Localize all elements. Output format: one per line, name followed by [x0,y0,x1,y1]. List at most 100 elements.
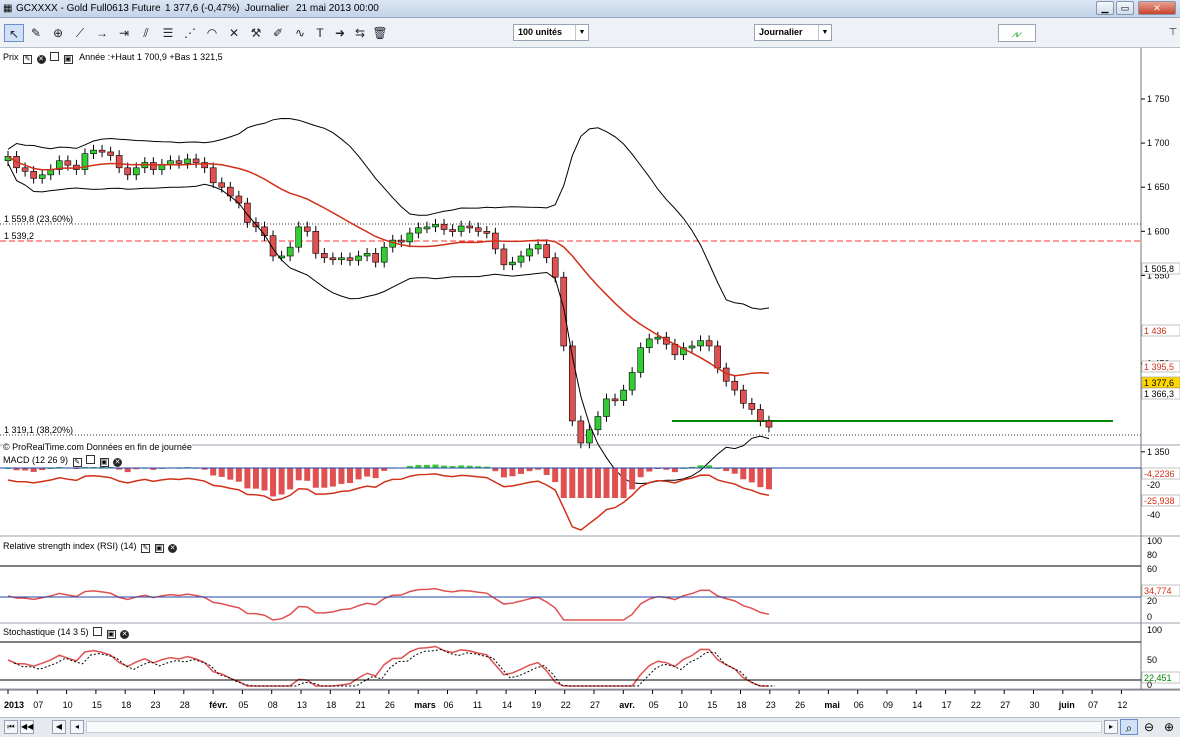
scroll-left-icon[interactable]: ◂ [70,720,84,734]
wave-tool-icon[interactable]: ∿ [294,26,306,40]
candle-body [594,416,602,431]
vertical-line-tool-icon[interactable]: ⇥ [118,26,130,40]
candle-body [415,227,422,234]
candle-body [474,227,482,232]
measure-tool-icon[interactable]: ✎ [30,26,42,40]
macd-histogram-bar [423,464,430,468]
scroll-track[interactable] [86,721,1102,733]
settings-icon[interactable]: ▣ [99,458,109,467]
chart-area[interactable]: 1 559,8 (23,60%) 1 539,2 1 319,1 (38,20%) … [0,48,1180,717]
candle-body [55,160,63,170]
candle-body [175,160,183,164]
rsi-line [7,587,770,621]
chart-style-icon[interactable]: ⩘⩗ [998,24,1036,42]
units-select-value: 100 unités [518,27,563,37]
price-tick-label: 1 650 [1147,182,1170,192]
move-tool-icon[interactable]: ⇆ [354,26,366,40]
window-icon[interactable] [93,627,103,636]
first-page-icon[interactable]: ⏮ [4,720,18,734]
candle-body [654,336,662,340]
rsi-title-text: Relative strength index (RSI) (14) [3,541,137,551]
window-icon[interactable] [50,52,60,61]
macd-histogram-bar [526,468,533,472]
candle-body [637,347,645,373]
macd-histogram-bar [347,468,353,484]
period-select[interactable]: Journalier ▼ [754,24,832,41]
period-select-value: Journalier [759,27,803,37]
zoom-in-icon[interactable]: ⊕ [1163,720,1175,734]
units-select[interactable]: 100 unités ▼ [513,24,589,41]
trendline-tool-icon[interactable]: ⟋ [75,26,85,40]
close-panel-icon[interactable]: ✕ [120,630,130,639]
wrench-icon[interactable]: ✎ [23,55,33,64]
macd-histogram-bar [543,468,550,475]
chart-canvas[interactable]: 1 559,8 (23,60%)1 539,21 319,1 (38,20%) … [0,48,1180,717]
close-icon[interactable]: ✕ [1138,1,1176,15]
macd-histogram-bar [364,468,371,477]
zoom-fit-icon[interactable]: ⌕ [1120,719,1138,735]
zoom-tool-icon[interactable]: ⊕ [52,26,64,40]
close-panel-icon[interactable]: ✕ [113,458,123,467]
prev-page-icon[interactable]: ◀◀ [20,720,34,734]
candle-body [466,225,474,229]
trash-tool-icon[interactable]: 🗑 [372,26,388,40]
low-tag: 1 366,3 [1144,389,1174,399]
macd-histogram-bar [270,468,277,497]
pin-icon[interactable]: ⊤ [1168,27,1178,38]
source-text: © ProRealTime.com Données en fin de jour… [3,442,192,452]
window-icon[interactable] [86,455,96,464]
arrow-tool-icon[interactable]: ➜ [334,26,346,40]
macd-histogram-bar [381,468,388,471]
stoch-tick-label: 0 [1147,680,1152,690]
date-label: 23 [766,700,776,710]
macd-histogram-bar [552,468,559,483]
channel-tool-icon[interactable]: ⫽ [143,26,149,40]
macd-histogram-bar [671,468,678,473]
fibonacci-tool-icon[interactable]: ☰ [162,26,174,40]
rsi-tick-label: 80 [1147,550,1157,560]
date-label: 14 [912,700,922,710]
wrench-icon[interactable]: ✎ [141,544,151,553]
fan-tool-icon[interactable]: ⋰ [184,26,196,40]
date-label: mars [414,700,436,710]
candle-body [30,171,37,179]
pointer-tool-icon[interactable]: ↖ [4,24,24,42]
step-back-icon[interactable]: ◀ [52,720,66,734]
maximize-icon[interactable]: ▭ [1116,1,1134,15]
settings-icon[interactable]: ▣ [154,544,164,553]
candle-body [423,226,431,230]
macd-histogram-bar [620,468,627,498]
date-label: 15 [92,700,102,710]
settings-icon[interactable]: ▣ [63,55,73,64]
date-label: 2013 [4,700,24,710]
candle-body [81,153,89,170]
fib-lower-label: 1 319,1 (38,20%) [4,425,73,435]
date-label: 15 [707,700,717,710]
settings-icon[interactable]: ▣ [106,630,116,639]
signal-tag: -25,938 [1144,496,1175,506]
macd-histogram-bar [218,468,225,477]
zoom-out-icon[interactable]: ⊖ [1143,720,1155,734]
text-tool-icon[interactable]: T [316,26,324,40]
macd-histogram-bar [210,468,217,476]
pen-tool-icon[interactable]: ✐ [272,26,284,40]
horizontal-line-tool-icon[interactable]: → [96,26,108,40]
close-panel-icon[interactable]: ✕ [168,544,178,553]
date-label: 18 [326,700,336,710]
price-tick-label: 1 350 [1147,447,1170,457]
rsi-tag: 34,774 [1144,586,1172,596]
wrench-icon[interactable]: ✎ [72,458,82,467]
hammer-tool-icon[interactable]: ⚒ [250,26,262,40]
stoch-d-line [13,648,775,687]
close-panel-icon[interactable]: ✕ [36,55,46,64]
macd-histogram-bar [483,466,490,468]
arc-tool-icon[interactable]: ◠ [206,26,218,40]
cross-tool-icon[interactable]: ✕ [228,26,240,40]
scroll-right-icon[interactable]: ▸ [1104,720,1118,734]
macd-histogram-bar [748,468,755,483]
candle-body [500,248,508,266]
instrument-name: GCXXXX - Gold Full0613 Future [16,3,161,14]
last-price-tag: 1 377,6 [1144,378,1174,388]
minimize-icon[interactable]: ▁ [1096,1,1114,15]
